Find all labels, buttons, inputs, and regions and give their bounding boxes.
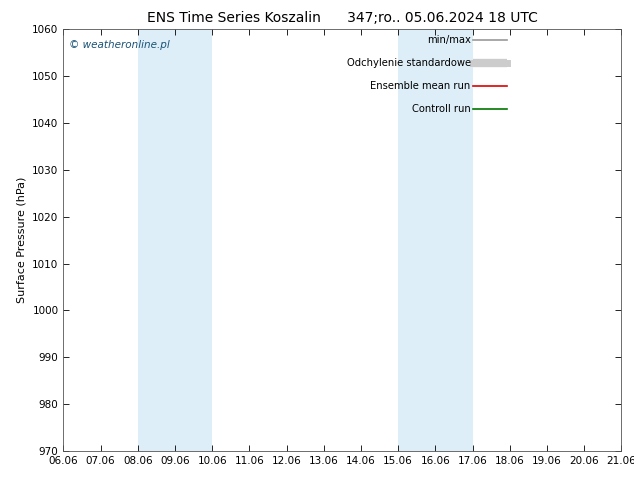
Bar bbox=[436, 29, 472, 451]
Text: Odchylenie standardowe: Odchylenie standardowe bbox=[347, 58, 470, 68]
Bar bbox=[138, 29, 175, 451]
Text: © weatheronline.pl: © weatheronline.pl bbox=[69, 40, 170, 50]
Title: ENS Time Series Koszalin      347;ro.. 05.06.2024 18 UTC: ENS Time Series Koszalin 347;ro.. 05.06.… bbox=[147, 11, 538, 25]
Text: Controll run: Controll run bbox=[412, 104, 470, 115]
Text: Ensemble mean run: Ensemble mean run bbox=[370, 81, 470, 91]
Text: min/max: min/max bbox=[427, 35, 470, 45]
Bar bbox=[175, 29, 212, 451]
Y-axis label: Surface Pressure (hPa): Surface Pressure (hPa) bbox=[16, 177, 27, 303]
Bar bbox=[398, 29, 436, 451]
